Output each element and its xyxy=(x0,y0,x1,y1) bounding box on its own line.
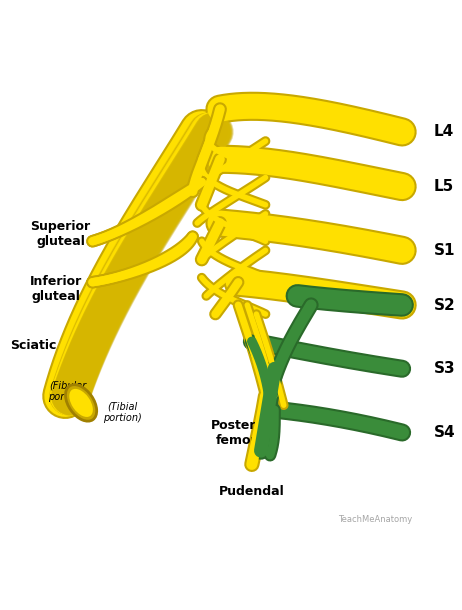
Text: Inferior
gluteal: Inferior gluteal xyxy=(30,275,82,303)
Text: (Fibular
portion): (Fibular portion) xyxy=(48,381,87,403)
Text: Superior
gluteal: Superior gluteal xyxy=(30,220,91,248)
Text: L4: L4 xyxy=(434,124,454,140)
Text: S4: S4 xyxy=(434,425,456,440)
Text: Posterior
femoral: Posterior femoral xyxy=(211,418,275,447)
Ellipse shape xyxy=(66,385,97,421)
Text: TeachMeAnatomy: TeachMeAnatomy xyxy=(338,515,412,523)
Text: S2: S2 xyxy=(434,298,456,312)
Text: (Tibial
portion): (Tibial portion) xyxy=(103,401,141,423)
Text: Pudendal: Pudendal xyxy=(219,485,285,498)
Text: S3: S3 xyxy=(434,361,456,376)
Text: Sciatic: Sciatic xyxy=(10,340,56,353)
Text: S1: S1 xyxy=(434,243,456,258)
Ellipse shape xyxy=(69,389,93,417)
Text: L5: L5 xyxy=(434,179,454,194)
